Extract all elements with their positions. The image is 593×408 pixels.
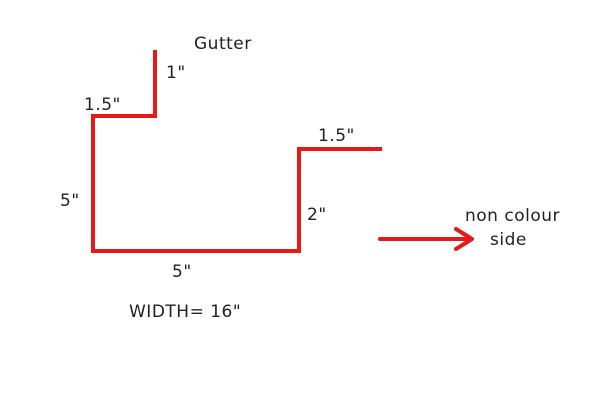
side-note-line1: non colour <box>465 206 560 226</box>
dimension-top-step: 1.5" <box>84 95 121 115</box>
width-note: WIDTH= 16" <box>129 302 241 322</box>
diagram-title: Gutter <box>194 34 252 54</box>
dimension-top-lip: 1" <box>166 63 186 83</box>
side-note-line2: side <box>490 230 527 250</box>
gutter-profile-line <box>91 50 382 253</box>
dimension-left-side: 5" <box>60 191 80 211</box>
right-arrow-icon <box>378 227 474 251</box>
dimension-right-side: 2" <box>307 205 327 225</box>
arrow-head <box>454 227 474 251</box>
dimension-bottom: 5" <box>172 262 192 282</box>
dimension-right-flange: 1.5" <box>318 126 355 146</box>
